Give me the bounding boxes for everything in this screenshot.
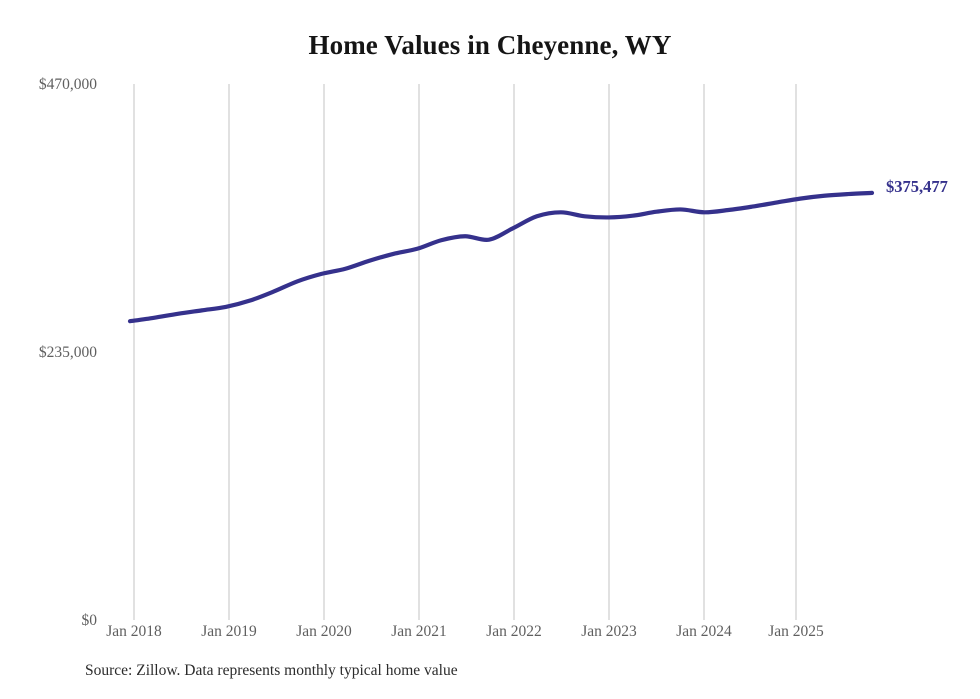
y-axis-tick-235000: $235,000 [38,344,97,361]
x-axis-tick-jan-2020: Jan 2020 [296,623,352,640]
gridlines [133,84,797,620]
x-axis-tick-jan-2021: Jan 2021 [391,623,447,640]
y-axis-tick-470000: $470,000 [38,76,97,93]
x-axis-tick-jan-2023: Jan 2023 [581,623,637,640]
chart-title: Home Values in Cheyenne, WY [308,30,672,60]
x-axis-tick-jan-2022: Jan 2022 [486,623,542,640]
x-axis-tick-jan-2024: Jan 2024 [676,623,732,640]
x-axis-tick-jan-2018: Jan 2018 [106,623,162,640]
series-line-typical-home-value [127,190,875,324]
source-note: Source: Zillow. Data represents monthly … [85,662,458,679]
x-axis-tick-jan-2019: Jan 2019 [201,623,257,640]
x-axis-tick-jan-2025: Jan 2025 [768,623,824,640]
end-value-label: $375,477 [886,176,948,196]
y-axis-tick-0: $0 [81,612,98,629]
